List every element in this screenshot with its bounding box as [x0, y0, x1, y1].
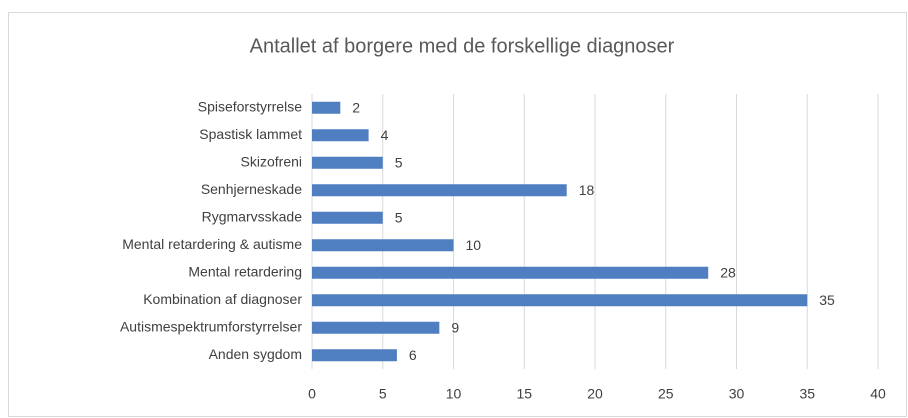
data-label: 6 — [409, 347, 417, 363]
bar — [312, 294, 808, 307]
x-tick-label: 30 — [729, 386, 745, 402]
bar — [312, 184, 567, 197]
x-tick-label: 5 — [379, 386, 387, 402]
chart-title: Antallet af borgere med de forskellige d… — [250, 35, 675, 57]
bar — [312, 156, 383, 169]
data-label: 5 — [395, 154, 403, 170]
data-label: 9 — [451, 319, 459, 335]
x-tick-label: 40 — [870, 386, 886, 402]
y-tick-label: Spastisk lammet — [199, 126, 302, 142]
data-label: 28 — [720, 264, 736, 280]
y-tick-label: Skizofreni — [241, 153, 302, 169]
data-label: 10 — [466, 237, 482, 253]
x-tick-label: 15 — [516, 386, 532, 402]
data-label: 2 — [352, 99, 360, 115]
x-tick-label: 25 — [658, 386, 674, 402]
bar — [312, 349, 397, 362]
y-tick-label: Senhjerneskade — [201, 181, 302, 197]
bar — [312, 211, 383, 224]
x-tick-label: 0 — [308, 386, 316, 402]
bar — [312, 101, 341, 114]
data-label: 18 — [579, 182, 595, 198]
y-tick-label: Mental retardering — [188, 263, 302, 279]
y-tick-label: Autismespektrumforstyrrelser — [120, 318, 302, 334]
y-tick-label: Rygmarvsskade — [202, 208, 303, 224]
bar — [312, 266, 709, 279]
chart-frame — [8, 12, 907, 417]
data-label: 4 — [381, 127, 389, 143]
y-tick-label: Kombination af diagnoser — [143, 291, 302, 307]
data-label: 5 — [395, 209, 403, 225]
y-tick-label: Mental retardering & autisme — [122, 236, 302, 252]
bar — [312, 129, 369, 142]
y-tick-label: Spiseforstyrrelse — [198, 98, 302, 114]
x-tick-label: 10 — [446, 386, 462, 402]
x-tick-label: 35 — [799, 386, 815, 402]
bar — [312, 321, 440, 334]
bar — [312, 239, 454, 252]
y-tick-label: Anden sygdom — [209, 346, 302, 362]
x-tick-label: 20 — [587, 386, 603, 402]
data-label: 35 — [819, 292, 835, 308]
